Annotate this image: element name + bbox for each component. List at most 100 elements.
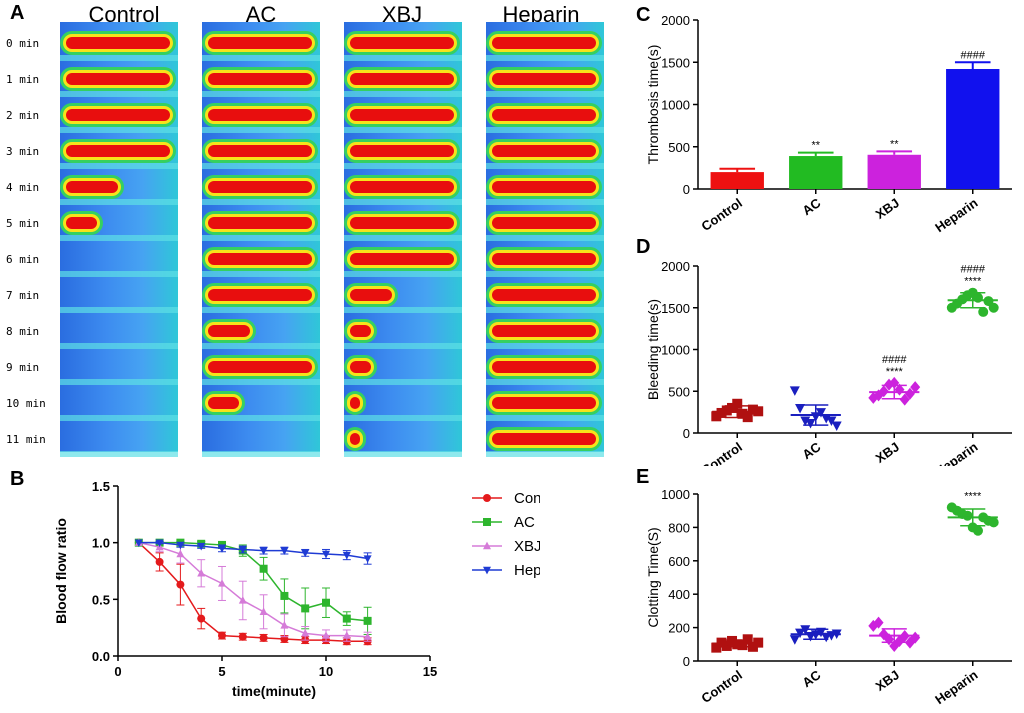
data-point-heparin <box>342 551 351 560</box>
time-label: 11 min <box>6 433 46 446</box>
strip-band <box>486 91 604 97</box>
data-point-ac <box>301 604 310 613</box>
strip-band <box>344 127 462 133</box>
legend-marker-heparin <box>483 566 491 575</box>
vessel-flow-band <box>350 181 454 193</box>
data-point-control <box>218 631 226 640</box>
series-line-control <box>138 542 368 643</box>
x-tick-label: 0 <box>114 664 121 679</box>
y-tick-label: 0.0 <box>92 649 110 664</box>
vessel-flow-band <box>208 361 312 373</box>
data-point-heparin <box>259 547 268 555</box>
data-point-heparin <box>134 539 143 548</box>
y-tick-label: 800 <box>668 520 690 535</box>
significance-label: **** <box>964 276 982 288</box>
data-point-xbj <box>238 596 247 604</box>
vessel-flow-band <box>208 289 312 301</box>
data-point-ac <box>342 614 351 623</box>
data-point-xbj <box>904 387 915 400</box>
time-label: 9 min <box>6 361 40 374</box>
legend-label-xbj: XBJ <box>514 538 540 555</box>
y-tick-label: 0 <box>683 182 690 197</box>
data-point-control <box>155 557 164 566</box>
vessel-flow-band <box>350 217 454 229</box>
data-point-heparin <box>218 545 226 553</box>
vessel-flow-band <box>492 37 596 49</box>
data-point-heparin <box>978 306 989 317</box>
data-point-ac <box>826 416 837 426</box>
data-point-control <box>711 642 722 653</box>
data-point-ac <box>800 416 811 426</box>
y-axis-title: Blood flow ratio <box>53 518 69 624</box>
data-point-control <box>727 635 738 646</box>
vessel-flow-band <box>492 361 596 373</box>
vessel-flow-band <box>66 217 97 229</box>
strip-band <box>202 199 320 205</box>
vessel-flow-band <box>350 253 454 265</box>
y-tick-label: 1500 <box>661 55 690 70</box>
data-point-heparin <box>322 550 330 559</box>
data-point-xbj <box>197 568 206 577</box>
significance-label: ** <box>811 140 820 152</box>
data-point-heparin <box>972 525 983 536</box>
strip-band <box>60 307 178 313</box>
strip-band <box>344 199 462 205</box>
strip-band <box>60 415 178 421</box>
time-label: 8 min <box>6 325 40 338</box>
time-label: 4 min <box>6 181 40 194</box>
strip-band <box>202 91 320 97</box>
vessel-flow-band <box>66 109 170 121</box>
data-point-xbj <box>873 616 884 629</box>
series-line-xbj <box>138 541 368 638</box>
data-point-ac <box>821 413 832 424</box>
legend-label-heparin: Heparin <box>514 562 540 579</box>
data-point-control <box>727 402 738 413</box>
time-label: 10 min <box>6 397 46 410</box>
strip-band <box>344 343 462 349</box>
strip-band <box>202 55 320 61</box>
x-tick-label: XBJ <box>873 195 902 222</box>
data-point-heparin <box>280 547 289 555</box>
strip-band <box>486 451 604 457</box>
strip-band <box>486 235 604 241</box>
data-point-heparin <box>155 539 164 548</box>
strip-band <box>344 451 462 457</box>
strip-band <box>202 415 320 421</box>
x-tick-label: Control <box>699 667 745 706</box>
time-label: 0 min <box>6 37 40 50</box>
vessel-flow-band <box>350 37 454 49</box>
data-point-xbj <box>889 639 900 652</box>
data-point-ac <box>280 591 289 600</box>
data-point-ac <box>831 421 842 431</box>
vessel-flow-band <box>492 109 596 121</box>
strip-band <box>60 271 178 277</box>
bar-ac <box>789 156 843 189</box>
significance-label: **** <box>964 490 982 502</box>
data-point-heparin <box>197 542 206 551</box>
panel-label-a: A <box>10 2 25 24</box>
time-label: 5 min <box>6 217 40 230</box>
vessel-flow-band <box>492 181 596 193</box>
data-point-ac <box>815 408 826 418</box>
chart-c-thrombosis-time: 0 500 1000 1500 2000 Control AC XBJ Heparin Throm… <box>645 13 1012 235</box>
y-tick-label: 200 <box>668 621 690 636</box>
panel-label-d: D <box>636 236 651 258</box>
data-point-heparin <box>988 517 999 528</box>
strip-band <box>202 307 320 313</box>
significance-label: #### <box>961 49 986 61</box>
y-tick-label: 1.0 <box>92 536 110 551</box>
y-tick-label: 1000 <box>661 343 690 358</box>
data-point-ac <box>815 627 826 638</box>
data-point-control <box>732 398 743 409</box>
x-tick-label: Control <box>699 195 745 234</box>
data-point-heparin <box>363 555 372 563</box>
strip-band <box>202 451 320 457</box>
flow-image-strip-xbj <box>344 22 462 457</box>
strip-band <box>202 379 320 385</box>
vessel-flow-band <box>208 397 239 409</box>
flow-image-strip-ac <box>202 22 320 457</box>
data-point-ac <box>259 564 268 573</box>
strip-band <box>344 307 462 313</box>
data-point-xbj <box>280 621 289 629</box>
data-point-xbj <box>322 631 330 639</box>
